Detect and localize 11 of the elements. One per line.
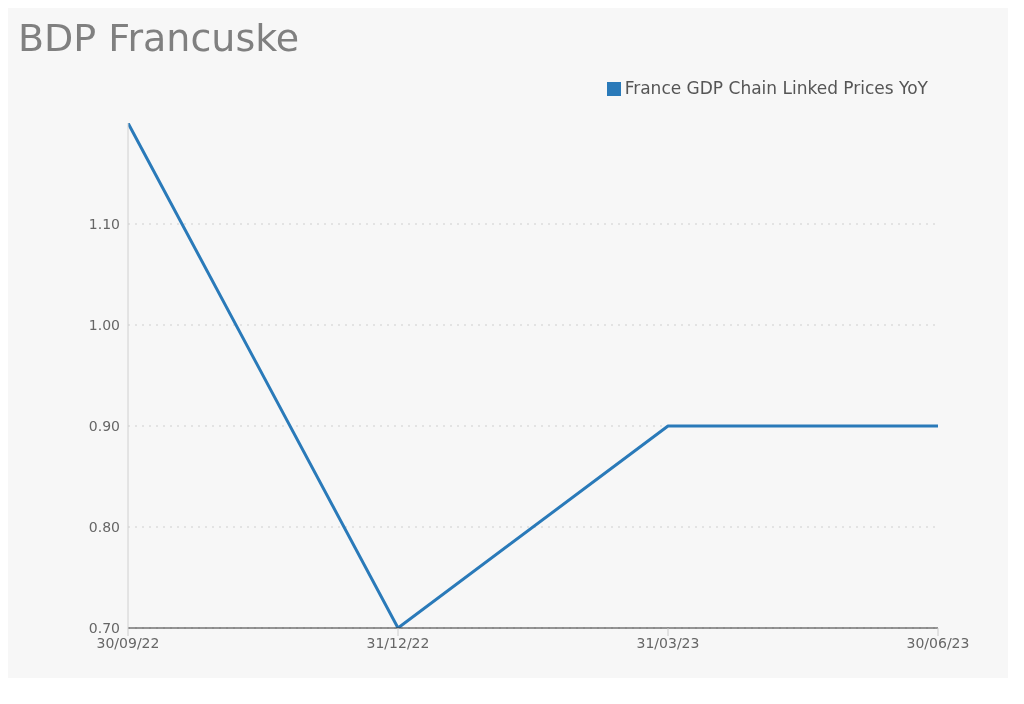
- x-tick-label: 30/06/23: [906, 634, 970, 651]
- y-tick-label: 0.70: [88, 619, 120, 636]
- y-tick-label: 1.00: [88, 316, 120, 333]
- y-tick-label: 0.80: [88, 518, 120, 535]
- x-tick-label: 31/03/23: [636, 634, 700, 651]
- chart-title: BDP Francuske: [17, 15, 301, 62]
- y-tick-label: 1.10: [88, 215, 120, 232]
- x-tick-label: 30/09/22: [96, 634, 160, 651]
- legend-label: France GDP Chain Linked Prices YoY: [624, 78, 928, 98]
- x-tick-label: 31/12/22: [366, 634, 430, 651]
- y-tick-label: 0.90: [88, 417, 120, 434]
